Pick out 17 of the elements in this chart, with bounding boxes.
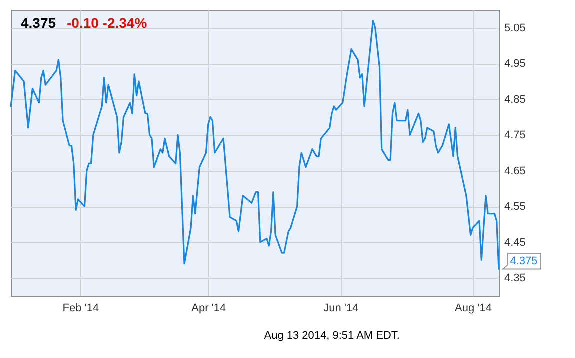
annotation: 4.375 <box>510 256 538 268</box>
y-tick-label: 4.75 <box>504 130 526 142</box>
x-tick-label: Aug '14 <box>454 302 492 314</box>
line-series <box>10 20 500 270</box>
y-tick-label: 4.45 <box>504 236 526 249</box>
x-tick-label: Apr '14 <box>192 302 226 314</box>
y-tick-label: 4.85 <box>504 94 526 106</box>
x-tick-label: Feb '14 <box>62 302 100 314</box>
x-tick-label: Jun '14 <box>324 302 359 314</box>
chart-title: 4.375 <box>21 15 56 31</box>
y-tick-label: 4.35 <box>504 272 526 285</box>
y-tick-label: 4.95 <box>504 58 526 70</box>
text: Aug 13 2014, 9:51 AM EDT. <box>264 330 400 342</box>
y-tick-label: 5.05 <box>504 22 526 34</box>
chart-subtitle: -0.10 -2.34% <box>67 15 148 31</box>
y-tick-label: 4.55 <box>504 201 526 214</box>
y-tick-label: 4.65 <box>504 165 526 178</box>
